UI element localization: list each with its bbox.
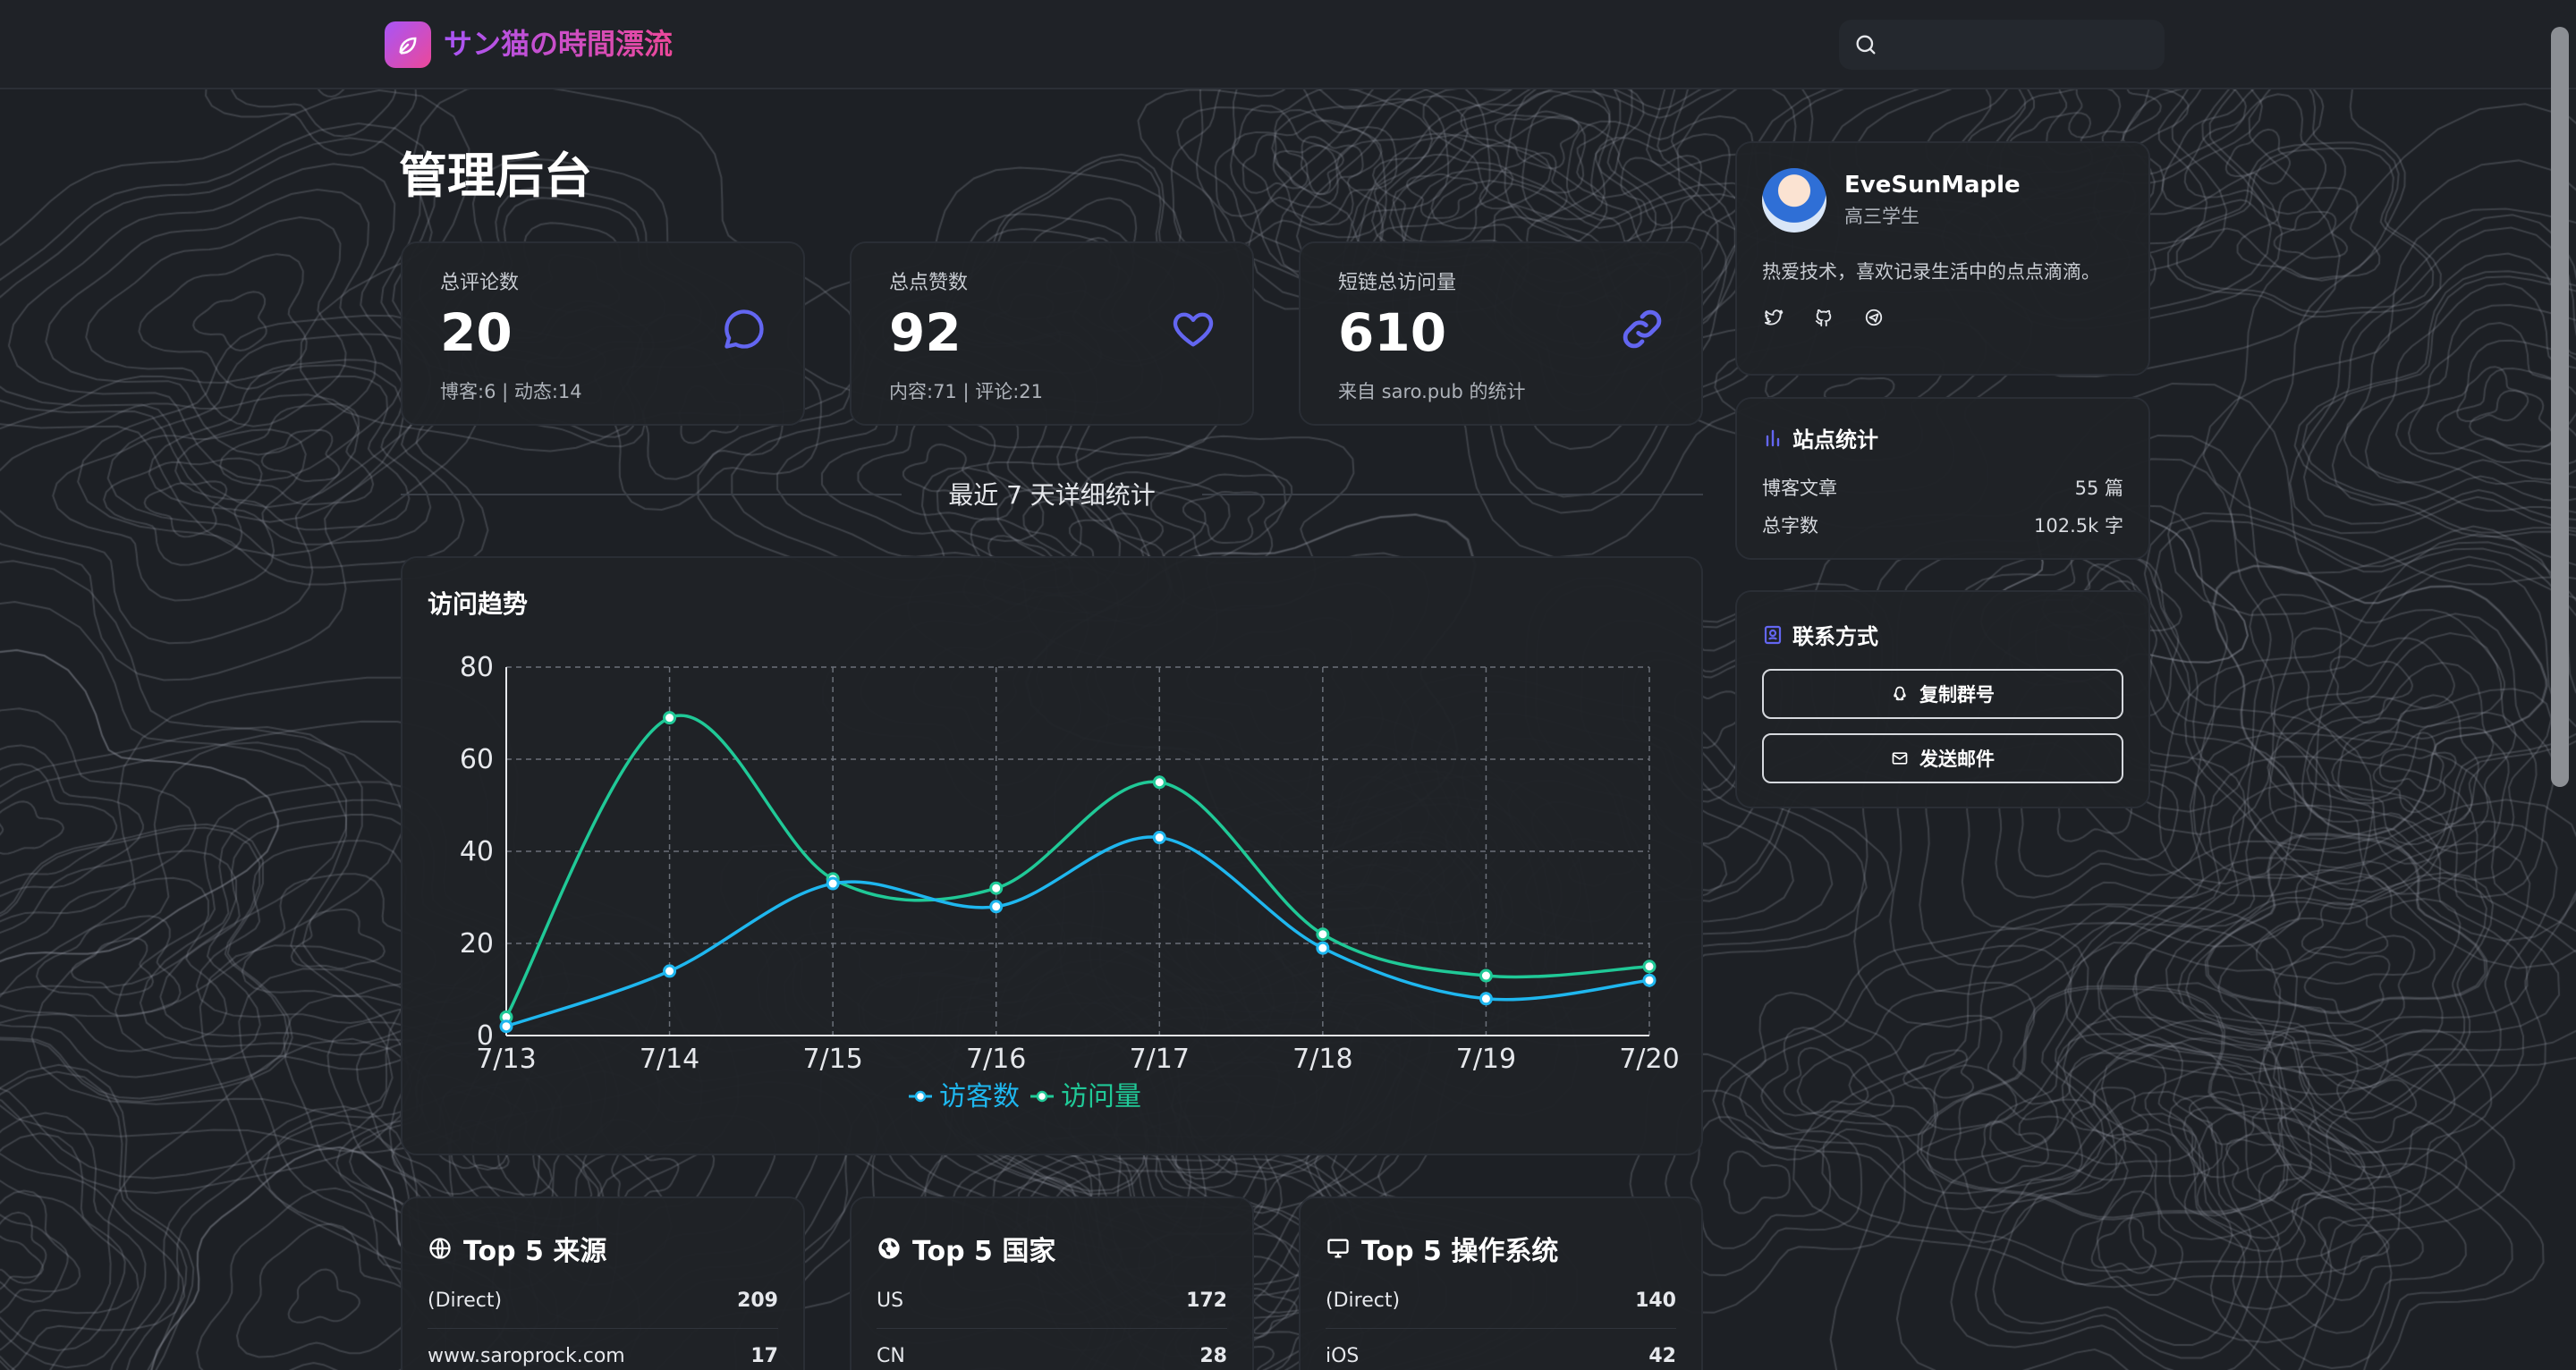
- data-point: [989, 900, 1004, 914]
- stat-card-comments: 总评论数 20 博客:6 | 动态:14: [401, 241, 805, 426]
- twitter-icon[interactable]: [1764, 308, 1784, 327]
- stat-label: 总点赞数: [889, 272, 969, 294]
- table-row: (Direct) 209: [428, 1273, 778, 1329]
- x-tick-label: 7/19: [1456, 1044, 1516, 1075]
- heart-icon: [1173, 312, 1214, 347]
- monitor-icon: [1327, 1239, 1349, 1258]
- link-icon: [1623, 309, 1662, 349]
- top-navbar: サン猫の時間漂流: [0, 0, 2576, 89]
- top-sources-card: Top 5 来源 (Direct) 209 www.saroprock.com 17: [401, 1197, 805, 1370]
- legend-label: 访问量: [1061, 1081, 1141, 1112]
- table-row: CN 28: [877, 1329, 1227, 1370]
- panel-title: Top 5 国家: [877, 1229, 1055, 1268]
- section-title: 最近 7 天详细统计: [948, 480, 1156, 510]
- y-tick-label: 40: [460, 836, 494, 867]
- data-point: [1316, 927, 1330, 942]
- data-point: [499, 1019, 513, 1034]
- data-point: [1152, 831, 1166, 845]
- section-divider: 最近 7 天详细统计: [401, 476, 1703, 512]
- search-icon: [1856, 35, 1876, 55]
- stat-label: 总评论数: [440, 272, 520, 294]
- y-tick-label: 80: [460, 652, 494, 683]
- data-point: [1479, 968, 1493, 983]
- table-row: www.saroprock.com 17: [428, 1329, 778, 1370]
- legend-label: 访客数: [939, 1081, 1020, 1112]
- stat-card-shortlinks: 短链总访问量 610 来自 saro.pub 的统计: [1299, 241, 1703, 426]
- stat-value: 20: [440, 302, 513, 363]
- series-line-0: [505, 835, 1650, 1028]
- data-point: [663, 711, 677, 725]
- data-point: [1479, 992, 1493, 1006]
- page-title: 管理后台: [399, 148, 592, 204]
- y-tick-label: 20: [460, 928, 494, 960]
- profile-bio: 热爱技术，喜欢记录生活中的点点滴滴。: [1762, 261, 2100, 283]
- stat-sub: 博客:6 | 动态:14: [440, 381, 582, 402]
- bar-chart-icon: [1766, 429, 1780, 446]
- stat-value: 92: [889, 302, 962, 363]
- visit-trend-card: 访问趋势 0 20 40 60 80 7/13 7/14 7/15 7/16 7/17 7/18 7/…: [401, 556, 1703, 1155]
- site-stats-card: 站点统计 博客文章 55 篇 总字数 102.5k 字: [1735, 397, 2150, 560]
- mail-icon: [1892, 752, 1908, 765]
- contact-book-icon: [1764, 625, 1782, 644]
- stat-sub: 来自 saro.pub 的统计: [1338, 381, 1526, 402]
- contact-card: 联系方式 复制群号 发送邮件: [1735, 590, 2150, 808]
- stat-sub: 内容:71 | 评论:21: [889, 381, 1044, 402]
- globe-icon: [429, 1238, 451, 1259]
- qq-icon: [1894, 686, 1906, 701]
- earth-icon: [878, 1238, 900, 1259]
- page-scrollbar[interactable]: [2551, 27, 2569, 787]
- panel-title: 联系方式: [1762, 619, 1878, 650]
- table-row: iOS 42: [1326, 1329, 1676, 1370]
- github-icon[interactable]: [1814, 308, 1834, 327]
- chat-bubble-icon: [724, 309, 764, 349]
- copy-group-button[interactable]: 复制群号: [1762, 669, 2123, 719]
- y-tick-label: 60: [460, 744, 494, 775]
- x-tick-label: 7/13: [476, 1044, 536, 1075]
- site-stat-row: 博客文章 55 篇: [1762, 478, 2123, 499]
- telegram-icon[interactable]: [1864, 308, 1884, 327]
- profile-name: EveSunMaple: [1844, 172, 2021, 199]
- chart-title: 访问趋势: [428, 589, 529, 619]
- stat-card-likes: 总点赞数 92 内容:71 | 评论:21: [850, 241, 1254, 426]
- data-point: [989, 881, 1004, 895]
- legend-marker-dot: [914, 1090, 927, 1103]
- search-box[interactable]: [1839, 20, 2165, 70]
- data-point: [826, 876, 840, 891]
- data-point: [1152, 775, 1166, 790]
- social-links: [1764, 308, 1884, 327]
- data-point: [1642, 973, 1657, 987]
- x-tick-label: 7/17: [1130, 1044, 1190, 1075]
- data-point: [663, 964, 677, 978]
- stat-value: 610: [1338, 302, 1447, 363]
- search-input[interactable]: [1893, 27, 2152, 63]
- top-countries-card: Top 5 国家 US 172 CN 28: [850, 1197, 1254, 1370]
- stat-label: 短链总访问量: [1338, 272, 1457, 294]
- x-tick-label: 7/16: [966, 1044, 1026, 1075]
- panel-title: Top 5 操作系统: [1326, 1229, 1558, 1268]
- x-tick-label: 7/18: [1292, 1044, 1352, 1075]
- table-row: (Direct) 140: [1326, 1273, 1676, 1329]
- top-os-card: Top 5 操作系统 (Direct) 140 iOS 42: [1299, 1197, 1703, 1370]
- data-point: [1316, 941, 1330, 955]
- leaf-icon: [399, 37, 417, 55]
- data-point: [1642, 960, 1657, 974]
- site-stat-row: 总字数 102.5k 字: [1762, 515, 2123, 537]
- table-row: US 172: [877, 1273, 1227, 1329]
- send-mail-button[interactable]: 发送邮件: [1762, 733, 2123, 783]
- panel-title: Top 5 来源: [428, 1229, 606, 1268]
- legend-marker-dot: [1036, 1090, 1048, 1103]
- panel-title: 站点统计: [1762, 422, 1878, 453]
- site-title[interactable]: サン猫の時間漂流: [444, 23, 673, 64]
- profile-subtitle: 高三学生: [1844, 206, 1919, 227]
- visit-trend-chart: 0 20 40 60 80 7/13 7/14 7/15 7/16 7/17 7/18 7/19 7/2…: [460, 652, 1680, 1112]
- x-tick-label: 7/20: [1619, 1044, 1679, 1075]
- site-logo[interactable]: [385, 21, 431, 68]
- profile-card: EveSunMaple 高三学生 热爱技术，喜欢记录生活中的点点滴滴。: [1735, 141, 2150, 376]
- x-tick-label: 7/14: [640, 1044, 699, 1075]
- x-tick-label: 7/15: [802, 1044, 862, 1075]
- avatar[interactable]: [1762, 168, 1826, 233]
- y-tick-label: 0: [477, 1020, 494, 1052]
